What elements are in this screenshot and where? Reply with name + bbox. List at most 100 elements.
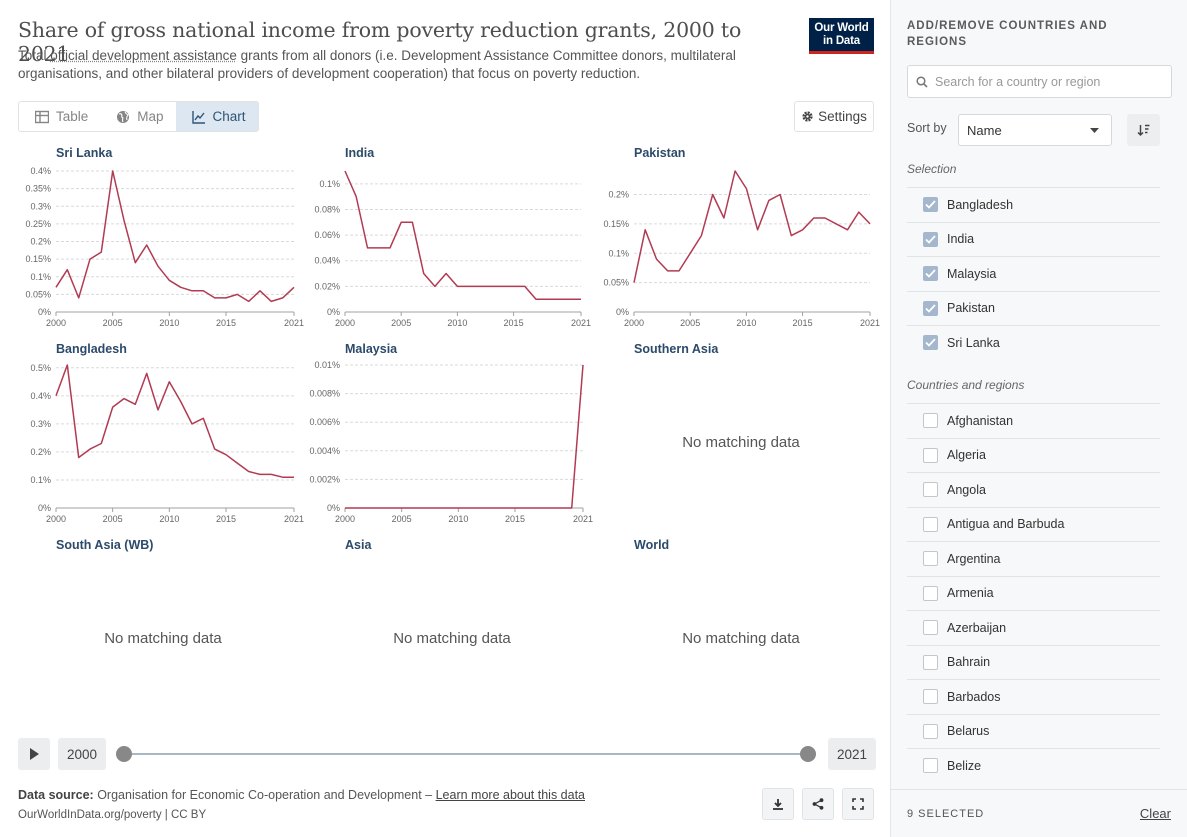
checkbox[interactable] <box>923 197 938 213</box>
line-chart: 0% 0.05% 0.1% 0.15% 0.2% 0.25% 0.3% 0.35% 0.4% 20… <box>25 166 304 328</box>
y-tick-label: 0.008% <box>309 389 340 399</box>
sort-select[interactable]: Name <box>958 114 1112 146</box>
check-icon <box>925 200 936 210</box>
timeline-start-year[interactable]: 2000 <box>58 738 107 770</box>
panel-title: Asia <box>345 538 372 552</box>
tab-chart[interactable]: Chart <box>175 102 258 131</box>
clear-button[interactable]: Clear <box>1139 806 1171 821</box>
data-point <box>511 284 516 289</box>
list-item[interactable]: Argentina <box>907 541 1160 576</box>
data-point <box>721 216 726 221</box>
x-tick-label: 2010 <box>159 514 179 524</box>
list-item-label: Afghanistan <box>947 413 1014 428</box>
list-item[interactable]: Barbados <box>907 679 1160 714</box>
no-data-message: No matching data <box>104 630 222 647</box>
checkbox[interactable] <box>923 300 938 316</box>
data-point <box>365 245 370 250</box>
checkbox[interactable] <box>923 482 938 498</box>
list-item[interactable]: Bahrain <box>907 644 1160 680</box>
data-point <box>545 297 550 302</box>
data-point <box>269 472 274 477</box>
owid-logo[interactable]: Our World in Data <box>809 18 874 54</box>
checkbox[interactable] <box>923 723 938 739</box>
x-tick-label: 2005 <box>680 318 700 328</box>
download-button[interactable] <box>762 788 794 820</box>
fullscreen-button[interactable] <box>842 788 874 820</box>
timeline-end-handle[interactable] <box>800 746 816 762</box>
list-item[interactable]: Belarus <box>907 713 1160 749</box>
data-point <box>133 260 138 265</box>
data-point <box>569 506 574 511</box>
list-item[interactable]: Armenia <box>907 575 1160 611</box>
list-item[interactable]: Bangladesh <box>907 187 1160 222</box>
timeline-end-year[interactable]: 2021 <box>828 738 877 770</box>
settings-button[interactable]: Settings <box>794 101 874 132</box>
y-tick-label: 0% <box>616 307 629 317</box>
data-point <box>190 288 195 293</box>
data-point <box>733 169 738 174</box>
data-point <box>110 405 115 410</box>
data-point <box>567 297 572 302</box>
checkbox[interactable] <box>923 620 938 636</box>
checkbox[interactable] <box>923 413 938 429</box>
list-item[interactable]: Algeria <box>907 437 1160 473</box>
list-item[interactable]: Azerbaijan <box>907 610 1160 645</box>
list-item[interactable]: Afghanistan <box>907 403 1160 438</box>
checkbox[interactable] <box>923 231 938 247</box>
panel-title: India <box>345 146 375 160</box>
data-point <box>479 506 484 511</box>
line-chart-icon <box>191 110 205 124</box>
data-point <box>433 506 438 511</box>
checkbox[interactable] <box>923 654 938 670</box>
data-point <box>665 268 670 273</box>
sidebar-title: ADD/REMOVE COUNTRIES AND REGIONS <box>907 20 1108 48</box>
tab-table[interactable]: Table <box>19 102 100 131</box>
list-item[interactable]: Belize <box>907 748 1160 783</box>
list-item[interactable]: Antigua and Barbuda <box>907 506 1160 542</box>
list-item[interactable]: Malaysia <box>907 256 1160 291</box>
list-item[interactable]: Sri Lanka <box>907 325 1160 360</box>
data-point <box>178 399 183 404</box>
checkbox[interactable] <box>923 447 938 463</box>
country-search[interactable] <box>907 65 1172 98</box>
share-button[interactable] <box>802 788 834 820</box>
x-tick-label: 2010 <box>736 318 756 328</box>
timeline-start-handle[interactable] <box>116 746 132 762</box>
panel-india: India 0% 0.02% 0.04% 0.06% 0.08% 0.1% 2000 2005 2… <box>307 146 597 336</box>
data-point <box>399 220 404 225</box>
search-input[interactable] <box>935 74 1165 89</box>
x-tick-label: 2000 <box>46 318 66 328</box>
data-point <box>212 447 217 452</box>
data-point <box>122 218 127 223</box>
list-item-label: Sri Lanka <box>947 335 1000 350</box>
download-icon <box>773 799 783 810</box>
checkbox[interactable] <box>923 516 938 532</box>
data-point <box>343 169 348 174</box>
data-point <box>643 227 648 232</box>
checkbox[interactable] <box>923 758 938 774</box>
checkbox[interactable] <box>923 551 938 567</box>
data-point <box>676 268 681 273</box>
data-point <box>292 285 297 290</box>
x-tick-label: 2010 <box>447 318 467 328</box>
checkbox[interactable] <box>923 266 938 282</box>
data-point <box>258 472 263 477</box>
timeline-track[interactable] <box>123 753 809 755</box>
data-point <box>235 461 240 466</box>
data-point <box>144 243 149 248</box>
y-tick-label: 0.01% <box>314 360 340 370</box>
list-item[interactable]: India <box>907 221 1160 257</box>
sort-order-button[interactable] <box>1127 114 1160 146</box>
data-point <box>156 407 161 412</box>
list-item[interactable]: Pakistan <box>907 290 1160 326</box>
oda-link[interactable]: official development assistance <box>50 48 237 63</box>
checkbox[interactable] <box>923 585 938 601</box>
data-point <box>76 295 81 300</box>
checkbox[interactable] <box>923 689 938 705</box>
list-item[interactable]: Angola <box>907 472 1160 507</box>
learn-more-link[interactable]: Learn more about this data <box>435 788 585 802</box>
y-tick-label: 0.2% <box>30 237 51 247</box>
checkbox[interactable] <box>923 335 938 351</box>
play-button[interactable] <box>18 738 50 770</box>
tab-map[interactable]: Map <box>100 102 175 131</box>
